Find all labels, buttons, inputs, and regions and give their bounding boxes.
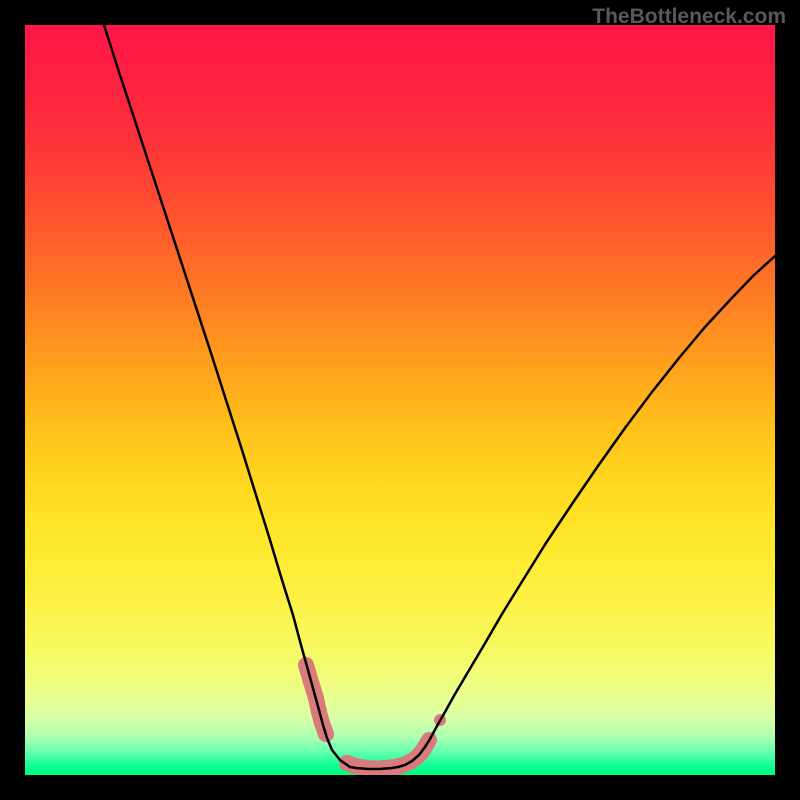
chart-stage: TheBottleneck.com [0, 0, 800, 800]
gradient-background [25, 25, 775, 775]
chart-svg [0, 0, 800, 800]
